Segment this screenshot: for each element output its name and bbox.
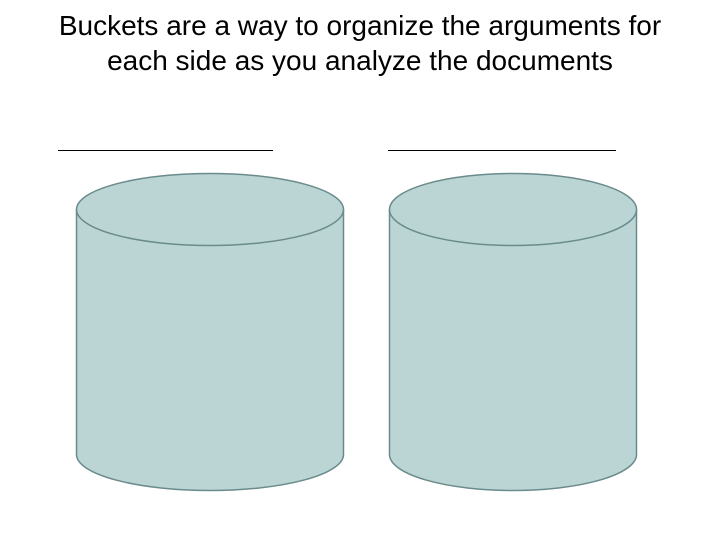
blank-line-left — [58, 150, 273, 151]
slide-title: Buckets are a way to organize the argume… — [0, 8, 720, 78]
slide: { "title": { "text": "Buckets are a way … — [0, 0, 720, 540]
bucket-left — [75, 172, 345, 492]
bucket-right — [388, 172, 638, 492]
blank-line-right — [388, 150, 616, 151]
